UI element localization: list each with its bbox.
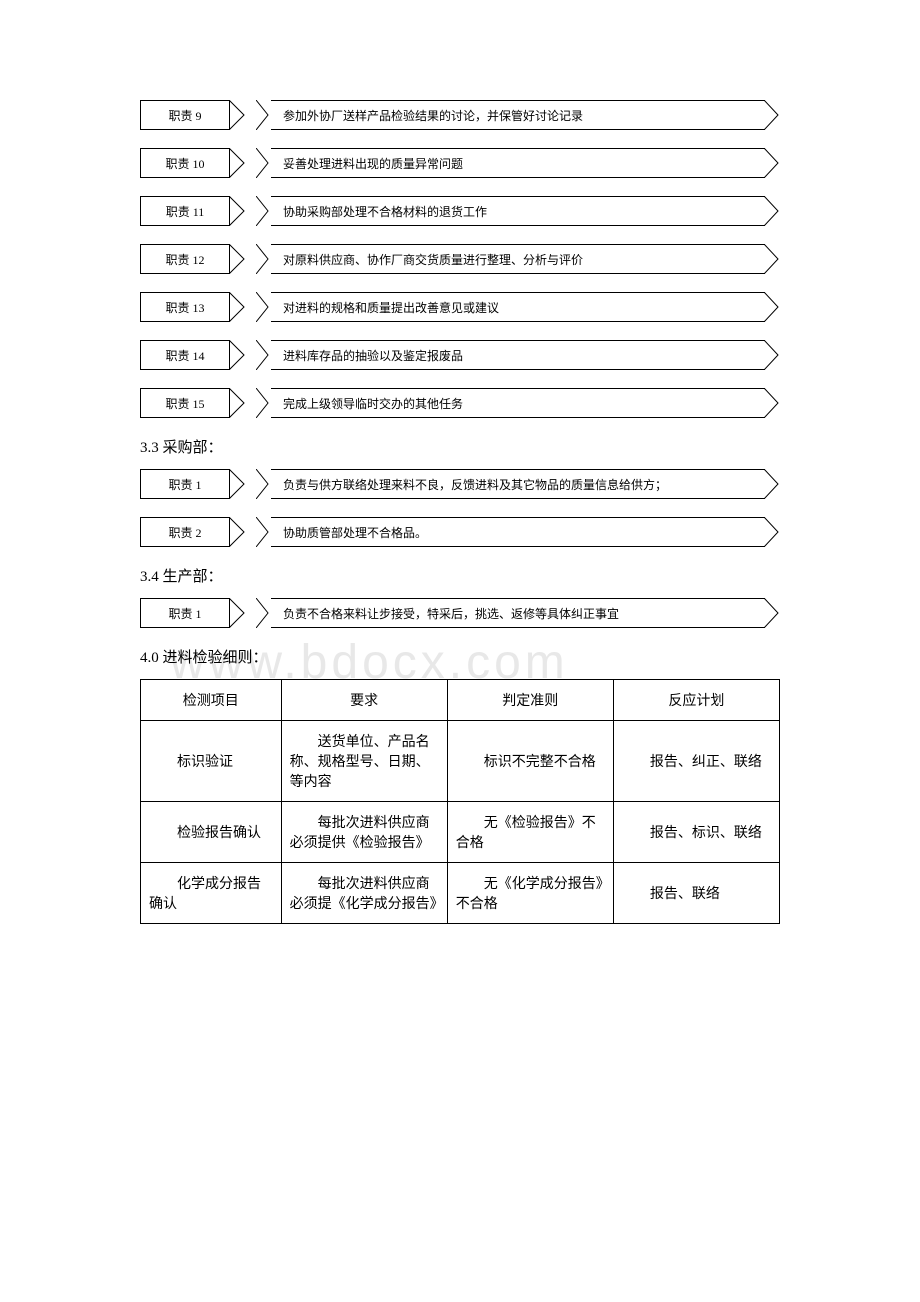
chevron-notch-icon <box>256 598 271 628</box>
chevron-right-icon <box>230 388 248 418</box>
page-content: 职责 9 参加外协厂送样产品检验结果的讨论，并保管好讨论记录 职责 10 妥善处… <box>140 100 780 924</box>
chevron-notch-icon <box>256 388 271 418</box>
chevron-notch-icon <box>256 340 271 370</box>
table-header: 判定准则 <box>447 680 613 721</box>
chevron-right-icon <box>230 340 248 370</box>
duty-row: 职责 14 进料库存品的抽验以及鉴定报废品 <box>140 340 780 370</box>
duty-label: 职责 1 <box>140 469 230 499</box>
duty-label: 职责 12 <box>140 244 230 274</box>
duty-row: 职责 15 完成上级领导临时交办的其他任务 <box>140 388 780 418</box>
duty-description: 负责不合格来料让步接受，特采后，挑选、返修等具体纠正事宜 <box>271 598 765 628</box>
duty-row: 职责 1 负责与供方联络处理来料不良，反馈进料及其它物品的质量信息给供方； <box>140 469 780 499</box>
duty-description: 参加外协厂送样产品检验结果的讨论，并保管好讨论记录 <box>271 100 765 130</box>
table-header: 检测项目 <box>141 680 282 721</box>
table-cell: 标识验证 <box>141 721 282 802</box>
chevron-end-icon <box>765 292 780 322</box>
chevron-right-icon <box>230 517 248 547</box>
duty-description: 协助质管部处理不合格品。 <box>271 517 765 547</box>
duty-label: 职责 13 <box>140 292 230 322</box>
duty-label: 职责 11 <box>140 196 230 226</box>
duty-label: 职责 9 <box>140 100 230 130</box>
chevron-end-icon <box>765 244 780 274</box>
duty-description: 进料库存品的抽验以及鉴定报废品 <box>271 340 765 370</box>
table-header: 反应计划 <box>613 680 779 721</box>
duties-group-s33: 职责 1 负责与供方联络处理来料不良，反馈进料及其它物品的质量信息给供方； 职责… <box>140 469 780 547</box>
duty-description: 负责与供方联络处理来料不良，反馈进料及其它物品的质量信息给供方； <box>271 469 765 499</box>
chevron-notch-icon <box>256 244 271 274</box>
duties-group-s32: 职责 9 参加外协厂送样产品检验结果的讨论，并保管好讨论记录 职责 10 妥善处… <box>140 100 780 418</box>
table-cell: 每批次进料供应商必须提供《检验报告》 <box>281 802 447 863</box>
duty-row: 职责 9 参加外协厂送样产品检验结果的讨论，并保管好讨论记录 <box>140 100 780 130</box>
duty-description: 协助采购部处理不合格材料的退货工作 <box>271 196 765 226</box>
duty-description: 对原料供应商、协作厂商交货质量进行整理、分析与评价 <box>271 244 765 274</box>
table-cell: 检验报告确认 <box>141 802 282 863</box>
chevron-right-icon <box>230 469 248 499</box>
duty-label: 职责 14 <box>140 340 230 370</box>
chevron-end-icon <box>765 148 780 178</box>
inspection-rules-table: 检测项目 要求 判定准则 反应计划 标识验证 送货单位、产品名称、规格型号、日期… <box>140 679 780 924</box>
duty-label: 职责 1 <box>140 598 230 628</box>
table-header-row: 检测项目 要求 判定准则 反应计划 <box>141 680 780 721</box>
chevron-end-icon <box>765 517 780 547</box>
duty-description: 对进料的规格和质量提出改善意见或建议 <box>271 292 765 322</box>
duty-description: 完成上级领导临时交办的其他任务 <box>271 388 765 418</box>
section-heading-34: 3.4 生产部： <box>140 565 780 586</box>
duty-label: 职责 2 <box>140 517 230 547</box>
table-row: 化学成分报告确认 每批次进料供应商必须提《化学成分报告》 无《化学成分报告》不合… <box>141 863 780 924</box>
table-cell: 每批次进料供应商必须提《化学成分报告》 <box>281 863 447 924</box>
duty-label: 职责 15 <box>140 388 230 418</box>
table-cell: 报告、纠正、联络 <box>613 721 779 802</box>
chevron-end-icon <box>765 598 780 628</box>
chevron-end-icon <box>765 340 780 370</box>
chevron-right-icon <box>230 196 248 226</box>
table-row: 检验报告确认 每批次进料供应商必须提供《检验报告》 无《检验报告》不合格 报告、… <box>141 802 780 863</box>
duty-row: 职责 10 妥善处理进料出现的质量异常问题 <box>140 148 780 178</box>
section-heading-40: 4.0 进料检验细则： <box>140 646 780 667</box>
table-cell: 化学成分报告确认 <box>141 863 282 924</box>
chevron-right-icon <box>230 292 248 322</box>
chevron-notch-icon <box>256 469 271 499</box>
chevron-right-icon <box>230 100 248 130</box>
table-cell: 无《化学成分报告》不合格 <box>447 863 613 924</box>
table-cell: 无《检验报告》不合格 <box>447 802 613 863</box>
duty-row: 职责 12 对原料供应商、协作厂商交货质量进行整理、分析与评价 <box>140 244 780 274</box>
chevron-end-icon <box>765 100 780 130</box>
duty-row: 职责 13 对进料的规格和质量提出改善意见或建议 <box>140 292 780 322</box>
chevron-notch-icon <box>256 292 271 322</box>
chevron-notch-icon <box>256 148 271 178</box>
chevron-right-icon <box>230 598 248 628</box>
duty-label: 职责 10 <box>140 148 230 178</box>
table-row: 标识验证 送货单位、产品名称、规格型号、日期、等内容 标识不完整不合格 报告、纠… <box>141 721 780 802</box>
duty-row: 职责 2 协助质管部处理不合格品。 <box>140 517 780 547</box>
chevron-right-icon <box>230 148 248 178</box>
table-cell: 报告、联络 <box>613 863 779 924</box>
chevron-end-icon <box>765 469 780 499</box>
table-cell: 报告、标识、联络 <box>613 802 779 863</box>
chevron-notch-icon <box>256 100 271 130</box>
duty-row: 职责 1 负责不合格来料让步接受，特采后，挑选、返修等具体纠正事宜 <box>140 598 780 628</box>
table-header: 要求 <box>281 680 447 721</box>
duty-row: 职责 11 协助采购部处理不合格材料的退货工作 <box>140 196 780 226</box>
chevron-end-icon <box>765 196 780 226</box>
chevron-notch-icon <box>256 196 271 226</box>
duty-description: 妥善处理进料出现的质量异常问题 <box>271 148 765 178</box>
chevron-right-icon <box>230 244 248 274</box>
table-cell: 送货单位、产品名称、规格型号、日期、等内容 <box>281 721 447 802</box>
section-heading-33: 3.3 采购部： <box>140 436 780 457</box>
chevron-notch-icon <box>256 517 271 547</box>
chevron-end-icon <box>765 388 780 418</box>
duties-group-s34: 职责 1 负责不合格来料让步接受，特采后，挑选、返修等具体纠正事宜 <box>140 598 780 628</box>
table-cell: 标识不完整不合格 <box>447 721 613 802</box>
